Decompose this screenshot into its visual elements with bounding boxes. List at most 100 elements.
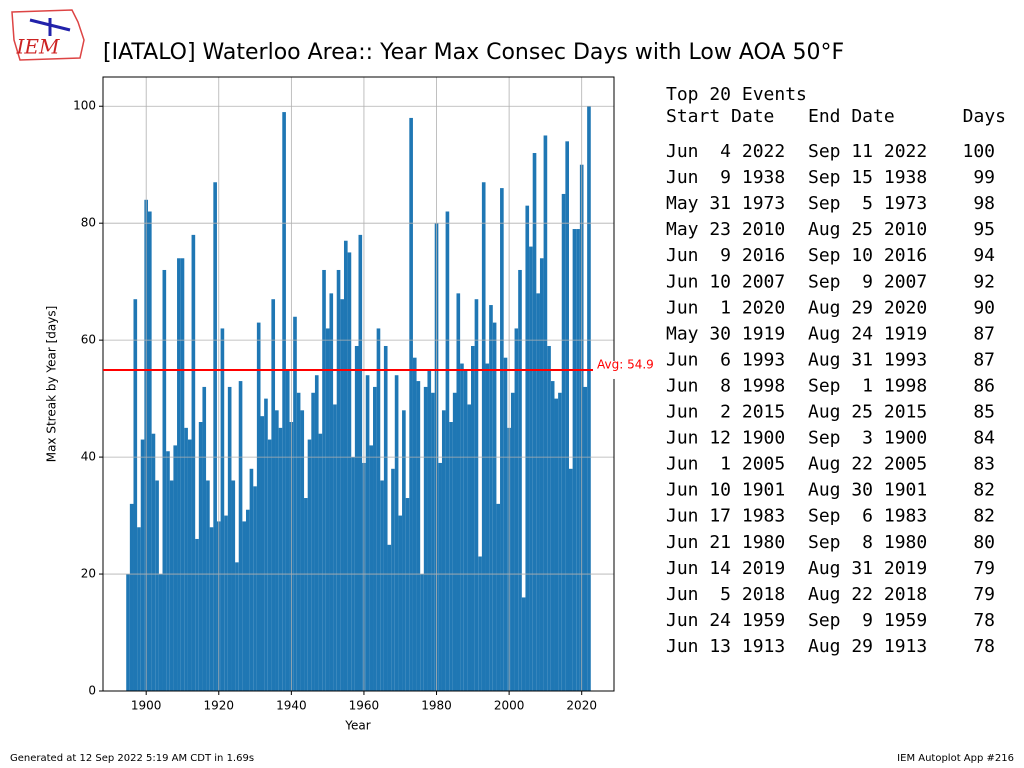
bar xyxy=(576,229,580,692)
bar xyxy=(536,293,540,691)
bar xyxy=(561,193,566,691)
events-cell: Jun 8 1998 xyxy=(666,375,785,396)
bar xyxy=(242,521,246,691)
x-tick-label: 1980 xyxy=(421,699,452,713)
events-cell: Sep 9 1959 xyxy=(808,610,927,631)
bar xyxy=(231,480,236,691)
bar xyxy=(133,299,138,691)
events-cell: Jun 4 2022 xyxy=(666,141,785,162)
bar xyxy=(155,480,159,691)
events-cell: Jun 13 1913 xyxy=(666,636,785,657)
bar xyxy=(256,322,261,691)
bar xyxy=(500,188,504,691)
events-cell: Jun 21 1980 xyxy=(666,532,785,553)
bar xyxy=(568,468,573,691)
bar xyxy=(409,117,413,691)
x-tick-label: 1900 xyxy=(131,699,162,713)
bar xyxy=(285,369,290,691)
bar xyxy=(489,305,493,691)
events-cell: Sep 6 1983 xyxy=(808,506,927,527)
events-cell: Aug 22 2018 xyxy=(808,584,927,605)
chart-title: [IATALO] Waterloo Area:: Year Max Consec… xyxy=(103,40,844,65)
bar xyxy=(137,527,141,691)
bar xyxy=(438,462,442,691)
bar xyxy=(518,269,522,691)
events-header: Start Date xyxy=(666,106,774,127)
bar xyxy=(158,574,163,691)
bar xyxy=(521,597,526,691)
x-tick-label: 2000 xyxy=(494,699,525,713)
events-cell: Sep 11 2022 xyxy=(808,141,927,162)
events-cell: 95 xyxy=(973,219,995,240)
x-tick-label: 1960 xyxy=(349,699,380,713)
bar xyxy=(260,416,265,691)
events-cell: Sep 5 1973 xyxy=(808,193,927,214)
bar xyxy=(550,381,555,691)
bar xyxy=(441,410,446,691)
bar xyxy=(412,357,417,691)
bar xyxy=(314,375,319,691)
bar xyxy=(227,386,232,691)
events-cell: 99 xyxy=(973,167,995,188)
events-header: Days xyxy=(963,106,1006,127)
bar xyxy=(209,527,214,691)
bar xyxy=(402,410,406,691)
events-cell: Jun 6 1993 xyxy=(666,349,785,370)
events-cell: 85 xyxy=(973,402,995,423)
x-axis-label: Year xyxy=(344,719,370,733)
bar xyxy=(267,439,272,691)
events-cell: Aug 22 2005 xyxy=(808,454,927,475)
events-cell: Aug 29 1913 xyxy=(808,636,927,657)
events-cell: 87 xyxy=(973,323,995,344)
bar xyxy=(369,445,374,691)
bar xyxy=(224,515,228,691)
events-cell: Sep 3 1900 xyxy=(808,428,927,449)
bar xyxy=(296,392,301,691)
y-tick-label: 80 xyxy=(81,216,96,230)
bar xyxy=(169,480,174,691)
bar xyxy=(405,498,410,691)
events-cell: Jun 1 2020 xyxy=(666,297,785,318)
bar xyxy=(300,410,305,691)
bar xyxy=(456,293,461,691)
bar xyxy=(478,556,482,691)
bar xyxy=(467,404,472,691)
events-header: End Date xyxy=(808,106,895,127)
bar xyxy=(293,316,297,691)
events-cell: 82 xyxy=(973,480,995,501)
bar xyxy=(492,322,497,691)
bar xyxy=(525,205,530,691)
events-cell: Aug 24 1919 xyxy=(808,323,927,344)
bar xyxy=(481,182,486,691)
y-tick-label: 100 xyxy=(73,99,96,113)
plot-frame xyxy=(102,76,615,692)
bar xyxy=(445,211,450,691)
bar xyxy=(510,392,515,691)
events-cell: 90 xyxy=(973,297,995,318)
events-cell: Sep 15 1938 xyxy=(808,167,927,188)
events-cell: Jun 9 2016 xyxy=(666,245,785,266)
bar xyxy=(148,211,152,691)
bar xyxy=(322,269,326,691)
bar xyxy=(471,345,475,691)
events-cell: May 31 1973 xyxy=(666,193,785,214)
bar xyxy=(325,328,330,691)
bar xyxy=(529,246,533,692)
bar xyxy=(431,392,435,691)
bar xyxy=(187,439,192,691)
bar xyxy=(496,503,501,691)
x-tick-label: 1940 xyxy=(276,699,307,713)
events-cell: 92 xyxy=(973,271,995,292)
events-cell: Jun 2 2015 xyxy=(666,402,785,423)
events-cell: Jun 24 1959 xyxy=(666,610,785,631)
avg-label-bg xyxy=(593,360,663,379)
bar xyxy=(365,375,370,691)
bar xyxy=(206,480,210,691)
y-axis-label: Max Streak by Year [days] xyxy=(45,306,59,463)
bar xyxy=(485,363,490,691)
bar xyxy=(329,293,334,691)
bar xyxy=(318,433,323,691)
footer-left: Generated at 12 Sep 2022 5:19 AM CDT in … xyxy=(10,753,254,764)
footer-right: IEM Autoplot App #216 xyxy=(897,753,1014,764)
